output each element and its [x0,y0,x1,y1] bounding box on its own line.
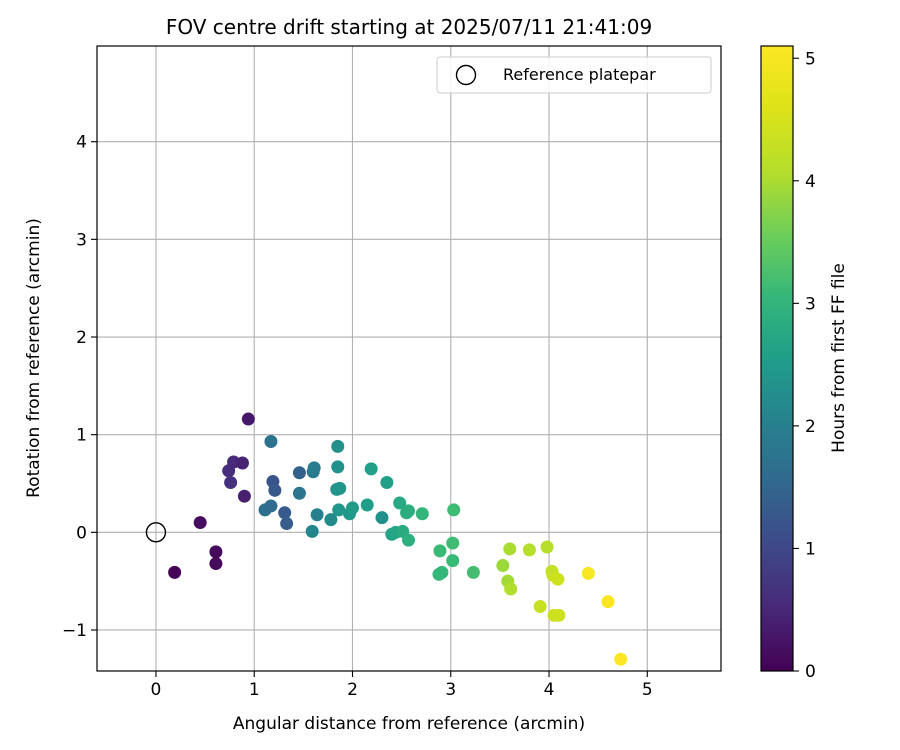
data-point [552,608,566,622]
data-point [193,516,207,530]
data-point [345,501,359,515]
data-point [601,595,615,609]
data-point [278,506,292,520]
y-tick-label: 4 [76,133,87,153]
data-point [435,565,449,579]
colorbar-tick-label: 2 [805,417,816,437]
x-axis-ticks: 0 1 2 3 4 5 [151,671,653,700]
data-point [292,486,306,500]
data-point [268,483,282,497]
colorbar-tick-label: 1 [805,539,816,559]
data-point [496,559,510,573]
data-point [446,536,460,550]
data-point [331,460,345,474]
data-point [402,533,416,547]
data-point [380,476,394,490]
plot-frame [96,45,722,672]
x-axis-label: Angular distance from reference (arcmin) [233,714,585,734]
data-point [447,503,461,517]
data-point [333,481,347,495]
data-point [375,511,389,525]
colorbar-label: Hours from first FF file [829,263,849,453]
y-tick-label: 3 [76,230,87,250]
colorbar-tick-label: 0 [805,662,816,682]
colorbar-tick-label: 4 [805,172,816,192]
data-point [533,600,547,614]
data-point [540,540,554,554]
y-tick-label: 0 [76,523,87,543]
data-point [324,513,338,527]
data-point [393,496,407,510]
y-axis-label: Rotation from reference (arcmin) [24,218,44,498]
x-tick-label: 3 [445,680,456,700]
legend-marker [455,64,477,86]
data-point [307,461,321,475]
data-point [332,503,346,517]
data-point [402,504,416,518]
data-point [264,499,278,513]
data-point [522,543,536,557]
data-point [224,476,238,490]
y-axis-ticks: −1 0 1 2 3 4 [62,133,97,641]
x-tick-label: 5 [642,680,653,700]
data-point [235,456,249,470]
data-point [237,489,251,503]
data-point [310,508,324,522]
legend-box [436,56,712,94]
legend: Reference platepar [436,56,712,94]
data-point [280,517,294,531]
data-point [209,557,223,571]
x-tick-label: 4 [544,680,555,700]
data-point [581,566,595,580]
y-tick-label: 1 [76,426,87,446]
data-point [168,565,182,579]
colorbar-tick-label: 3 [805,294,816,314]
data-points [168,412,628,666]
colorbar-gradient [760,45,794,672]
data-point [433,544,447,558]
data-point [446,554,460,568]
data-point [264,435,278,449]
colorbar: 0 1 2 3 4 5 Hours from first FF file [760,45,849,682]
colorbar-ticks: 0 1 2 3 4 5 [793,49,816,682]
data-point [292,466,306,480]
data-point [415,507,429,521]
y-tick-label: −1 [62,621,87,641]
chart-title: FOV centre drift starting at 2025/07/11 … [166,15,652,39]
data-point [504,582,518,596]
grid [97,46,721,671]
x-tick-label: 2 [347,680,358,700]
colorbar-tick-label: 5 [805,49,816,69]
data-point [305,524,319,538]
data-point [466,565,480,579]
legend-entry-reference: Reference platepar [503,65,656,84]
x-tick-label: 1 [249,680,260,700]
data-point [551,572,565,586]
data-point [209,545,223,559]
data-point [241,412,255,426]
x-tick-label: 0 [151,680,162,700]
data-point [360,498,374,512]
data-point [503,542,517,556]
y-tick-label: 2 [76,328,87,348]
data-point [364,462,378,476]
data-point [614,652,628,666]
reference-platepar-marker [145,522,167,543]
data-point [331,439,345,453]
reference-marker [145,522,167,543]
